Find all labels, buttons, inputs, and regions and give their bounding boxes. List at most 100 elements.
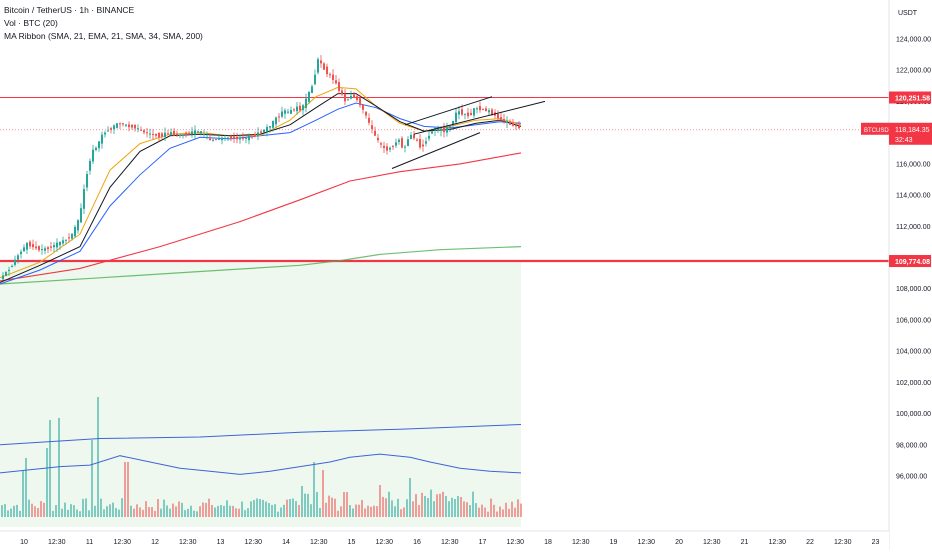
candle-body [230, 136, 232, 139]
volume-bars [1, 397, 522, 517]
candle-body [248, 135, 250, 141]
volume-bar [403, 507, 405, 517]
symbol-title[interactable]: Bitcoin / TetherUS · 1h · BINANCE [4, 5, 135, 15]
volume-bar [517, 499, 519, 517]
sma21-line [0, 93, 522, 283]
volume-bar [247, 508, 249, 517]
volume-bar [436, 494, 438, 517]
volume-bar [106, 506, 108, 517]
ma-ribbon-label[interactable]: MA Ribbon (SMA, 21, EMA, 21, SMA, 34, SM… [4, 31, 203, 41]
candle-body [443, 127, 445, 133]
candle-body [35, 246, 37, 249]
volume-bar [187, 508, 189, 517]
volume-bar [25, 458, 27, 517]
candle-body [272, 120, 274, 128]
volume-bar [19, 510, 21, 517]
volume-bar [151, 507, 153, 517]
candle-body [338, 82, 340, 91]
y-tick-label: 108,000.00 [896, 286, 931, 293]
volume-bar [220, 505, 222, 517]
candle-body [209, 138, 211, 141]
candle-body [74, 226, 76, 237]
candle-body [425, 141, 427, 144]
candle-body [410, 135, 412, 140]
volume-bar [163, 499, 165, 517]
candle-body [308, 91, 310, 102]
candle-body [386, 146, 388, 151]
candle-body [92, 149, 94, 162]
candle-body [221, 137, 223, 141]
volume-bar [145, 501, 147, 517]
volume-bar [190, 505, 192, 517]
volume-bar [175, 506, 177, 517]
x-tick-label: 12:30 [834, 539, 852, 546]
volume-bar [10, 508, 12, 517]
candle-body [467, 112, 469, 117]
candle-body [257, 132, 259, 137]
y-tick-label: 124,000.00 [896, 37, 931, 44]
volume-bar [160, 508, 162, 517]
volume-bar [226, 500, 228, 517]
candle-body [107, 130, 109, 132]
candle-body [113, 125, 115, 130]
candle-body [455, 112, 457, 122]
volume-bar [328, 495, 330, 517]
candle-body [311, 86, 313, 93]
volume-bar [130, 505, 132, 517]
volume-bar [316, 491, 318, 517]
volume-bar [172, 503, 174, 517]
volume-bar [268, 503, 270, 517]
volume-bar [1, 505, 3, 517]
candle-body [332, 74, 334, 80]
candle-body [452, 120, 454, 125]
candle-body [401, 138, 403, 148]
candle-body [296, 106, 298, 112]
volume-bar [319, 508, 321, 517]
candle-body [62, 240, 64, 244]
y-tick-label: 114,000.00 [896, 193, 931, 200]
volume-bar [277, 511, 279, 517]
volume-bar [322, 470, 324, 517]
candle-body [422, 144, 424, 147]
volume-bar [451, 497, 453, 517]
volume-indicator-label[interactable]: Vol · BTC (20) [4, 18, 58, 28]
candle-body [461, 109, 463, 115]
candle-body [377, 137, 379, 141]
candle-body [323, 63, 325, 70]
volume-bar [202, 502, 204, 517]
candle-body [269, 126, 271, 128]
candle-body [485, 108, 487, 112]
candle-body [347, 99, 349, 101]
sma34-line [0, 102, 522, 285]
level-price-label: 109,774.08 [895, 259, 930, 266]
candle-body [404, 146, 406, 148]
candle-body [419, 139, 421, 148]
symbol-tag-label: BTCUSDT [864, 128, 893, 134]
candle-body [104, 132, 106, 135]
volume-bar [250, 501, 252, 517]
volume-bar [64, 502, 66, 517]
candle-body [155, 134, 157, 136]
volume-bar [265, 501, 267, 517]
candle-body [389, 147, 391, 150]
candle-body [80, 208, 82, 223]
candle-body [170, 132, 172, 135]
candle-body [203, 134, 205, 136]
x-tick-label: 13 [217, 539, 225, 546]
volume-bar [85, 498, 87, 517]
candle-body [116, 123, 118, 128]
candle-body [173, 130, 175, 136]
volume-bar [259, 499, 261, 517]
volume-bar [478, 507, 480, 517]
volume-bar [400, 509, 402, 517]
volume-bar [418, 504, 420, 517]
candle-body [314, 74, 316, 85]
volume-bar [442, 491, 444, 517]
candle-body [71, 233, 73, 239]
candle-body [299, 105, 301, 111]
candle-body [428, 135, 430, 139]
volume-bar [337, 510, 339, 517]
candle-body [497, 113, 499, 119]
